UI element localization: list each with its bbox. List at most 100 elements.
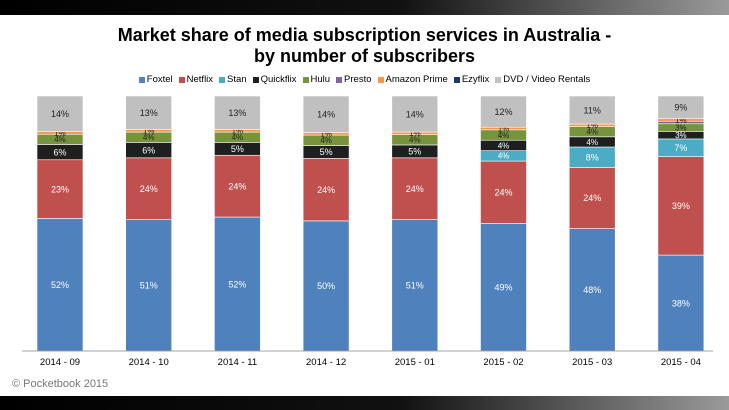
bar-segment-dvd-video-rentals-2 xyxy=(214,95,261,130)
bar-segment-netflix-1 xyxy=(125,157,172,220)
data-label-foxtel-7: 38% xyxy=(672,298,690,308)
data-label-amazon-prime-3: 1% xyxy=(320,130,332,139)
bar-segment-netflix-5 xyxy=(480,160,527,224)
data-label-quickflix-7: 3% xyxy=(675,131,687,140)
data-label-quickflix-1: 6% xyxy=(142,145,155,155)
chart-title: Market share of media subscription servi… xyxy=(0,25,729,67)
data-label-dvd-video-rentals-1: 13% xyxy=(140,108,158,118)
x-tick-label: 2014 - 11 xyxy=(218,357,257,368)
bar-segment-dvd-video-rentals-7 xyxy=(657,95,705,120)
legend-label: Hulu xyxy=(310,74,331,85)
legend-label: Ezyflix xyxy=(461,74,490,85)
bar-segment-foxtel-3 xyxy=(302,220,350,352)
legend-swatch xyxy=(495,76,502,83)
bar-segment-dvd-video-rentals-0 xyxy=(36,95,84,133)
legend-swatch xyxy=(138,76,145,83)
bar-segment-dvd-video-rentals-5 xyxy=(480,95,527,128)
legend-label: Quickflix xyxy=(260,74,297,85)
legend-label: Presto xyxy=(344,74,372,85)
data-label-foxtel-3: 50% xyxy=(317,281,335,291)
data-label-hulu-2: 4% xyxy=(232,133,244,142)
top-letterbox xyxy=(0,0,729,15)
data-label-quickflix-2: 5% xyxy=(231,144,244,154)
legend-swatch xyxy=(336,76,343,83)
data-label-stan-5: 4% xyxy=(498,152,510,161)
legend-swatch xyxy=(453,76,460,83)
legend-swatch xyxy=(302,76,309,83)
data-label-hulu-6: 4% xyxy=(586,128,598,137)
data-label-netflix-2: 24% xyxy=(228,181,246,191)
legend-label: Stan xyxy=(227,74,247,85)
bar-segment-foxtel-7 xyxy=(657,254,705,352)
data-label-foxtel-6: 48% xyxy=(583,285,601,295)
data-label-dvd-video-rentals-2: 13% xyxy=(228,108,246,118)
bar-segment-dvd-video-rentals-4 xyxy=(391,95,439,133)
bar-segment-foxtel-4 xyxy=(391,219,439,352)
data-label-netflix-7: 39% xyxy=(672,201,690,211)
data-label-dvd-video-rentals-3: 14% xyxy=(317,109,335,119)
x-tick-label: 2014 - 12 xyxy=(306,357,346,368)
legend-swatch xyxy=(377,76,384,83)
data-label-dvd-video-rentals-5: 12% xyxy=(494,107,512,117)
data-label-dvd-video-rentals-7: 9% xyxy=(674,103,687,113)
legend-label: Netflix xyxy=(186,74,214,85)
data-label-hulu-4: 4% xyxy=(409,136,421,145)
data-label-hulu-7: 3% xyxy=(675,123,687,132)
data-label-amazon-prime-2: 1% xyxy=(232,127,244,136)
legend-item-hulu: Hulu xyxy=(302,74,331,85)
chart-slide: Market share of media subscription servi… xyxy=(0,15,729,396)
bar-segment-foxtel-1 xyxy=(125,219,172,352)
bar-segment-netflix-7 xyxy=(657,156,705,256)
chart-legend: Foxtel Netflix Stan Quickflix Hulu Presto Amaz… xyxy=(0,74,729,85)
x-tick-label: 2015 - 03 xyxy=(572,357,612,368)
legend-item-quickflix: Quickflix xyxy=(252,74,297,85)
data-label-amazon-prime-0: 1% xyxy=(54,129,66,138)
data-label-hulu-3: 4% xyxy=(320,136,332,145)
data-label-quickflix-6: 4% xyxy=(586,138,598,147)
bar-segment-dvd-video-rentals-6 xyxy=(568,95,616,125)
legend-swatch xyxy=(219,76,226,83)
data-label-dvd-video-rentals-0: 14% xyxy=(51,109,69,119)
data-label-foxtel-2: 52% xyxy=(228,279,246,289)
data-label-hulu-1: 4% xyxy=(143,133,155,142)
legend-swatch xyxy=(252,76,259,83)
data-label-netflix-3: 24% xyxy=(317,185,335,195)
data-label-amazon-prime-7: 1% xyxy=(675,116,687,125)
x-tick-label: 2015 - 01 xyxy=(395,357,435,368)
legend-label: Foxtel xyxy=(146,74,173,85)
x-tick-label: 2014 - 09 xyxy=(40,357,80,368)
bar-segment-foxtel-5 xyxy=(480,223,527,352)
data-label-netflix-0: 23% xyxy=(51,184,69,194)
legend-item-dvd-video-rentals: DVD / Video Rentals xyxy=(495,74,590,85)
legend-item-netflix: Netflix xyxy=(178,74,214,85)
data-label-quickflix-4: 5% xyxy=(408,147,421,157)
data-label-hulu-5: 4% xyxy=(498,131,510,140)
legend-item-foxtel: Foxtel xyxy=(138,74,173,85)
x-tick-label: 2015 - 04 xyxy=(661,357,701,368)
x-tick-label: 2014 - 10 xyxy=(129,357,169,368)
data-label-foxtel-5: 49% xyxy=(494,282,512,292)
data-label-foxtel-1: 51% xyxy=(140,281,158,291)
bar-segment-netflix-2 xyxy=(214,154,261,218)
data-label-quickflix-0: 6% xyxy=(53,147,66,157)
bar-segment-netflix-4 xyxy=(391,157,439,220)
data-label-amazon-prime-1: 1% xyxy=(143,127,155,136)
data-label-netflix-6: 24% xyxy=(583,193,601,203)
data-label-dvd-video-rentals-6: 11% xyxy=(584,105,601,115)
bottom-letterbox xyxy=(0,396,729,410)
data-label-quickflix-3: 5% xyxy=(320,147,333,157)
copyright-credit: © Pocketbook 2015 xyxy=(12,378,109,390)
bar-segment-foxtel-2 xyxy=(214,216,261,352)
legend-item-amazon-prime: Amazon Prime xyxy=(377,74,448,85)
data-label-stan-7: 7% xyxy=(674,143,687,153)
legend-swatch xyxy=(178,76,185,83)
chart-title-line-2: by number of subscribers xyxy=(253,46,476,66)
data-label-netflix-4: 24% xyxy=(406,184,424,194)
chart-title-line-1: Market share of media subscription servi… xyxy=(117,25,612,45)
data-label-amazon-prime-6: 1% xyxy=(586,121,598,130)
bar-segment-dvd-video-rentals-3 xyxy=(302,95,350,133)
legend-label: DVD / Video Rentals xyxy=(503,74,591,85)
legend-item-presto: Presto xyxy=(336,74,372,85)
data-label-amazon-prime-4: 1% xyxy=(409,129,421,138)
x-tick-label: 2015 - 02 xyxy=(483,357,523,368)
